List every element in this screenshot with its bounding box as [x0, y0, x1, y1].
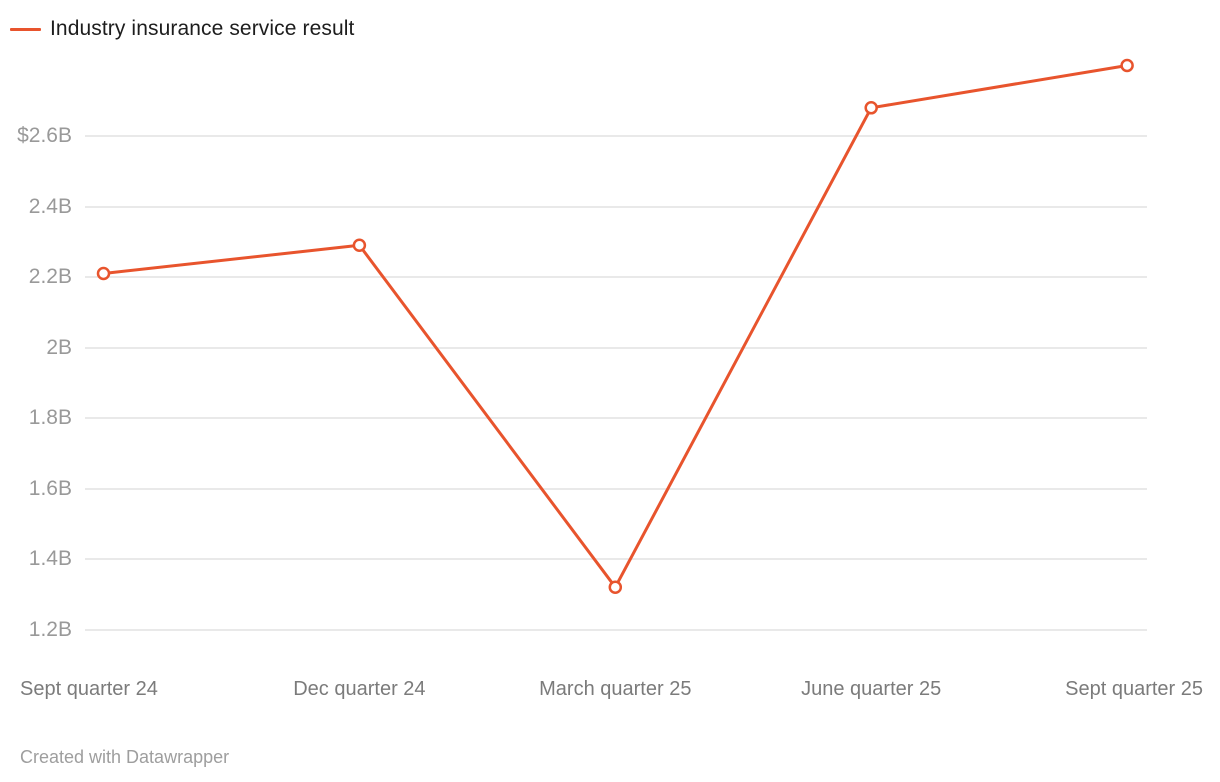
y-axis-label: 1.4B — [28, 547, 72, 570]
data-point-marker — [864, 101, 878, 115]
gridline — [85, 205, 1147, 208]
gridline — [85, 346, 1147, 349]
data-point-marker — [352, 238, 367, 253]
data-line — [102, 64, 1129, 589]
gridline — [85, 628, 1147, 631]
x-axis-label: Sept quarter 24 — [20, 678, 158, 700]
legend: Industry insurance service result — [10, 17, 354, 41]
x-axis-label: June quarter 25 — [801, 678, 942, 700]
x-axis-label: March quarter 25 — [539, 678, 692, 700]
gridline — [85, 276, 1147, 278]
data-point-marker — [1120, 58, 1134, 73]
gridline — [85, 417, 1147, 419]
x-axis-label: Dec quarter 24 — [293, 678, 426, 700]
y-axis-label: $2.6B — [17, 124, 72, 147]
y-axis-label: 1.6B — [28, 476, 72, 500]
gridline — [85, 487, 1147, 490]
y-axis-label: 1.2B — [28, 617, 72, 641]
y-axis-label: 2.4B — [28, 194, 72, 218]
y-axis-label: 2.2B — [28, 265, 72, 288]
x-axis-label: Sept quarter 25 — [1065, 678, 1203, 700]
y-axis-label: 2B — [46, 335, 72, 359]
gridline — [85, 135, 1147, 137]
attribution-text: Created with Datawrapper — [20, 747, 230, 767]
legend-label: Industry insurance service result — [50, 17, 355, 40]
legend-line-swatch — [10, 27, 41, 31]
data-point-marker — [608, 580, 623, 594]
y-axis-label: 1.8B — [28, 406, 72, 429]
gridline — [85, 558, 1147, 560]
